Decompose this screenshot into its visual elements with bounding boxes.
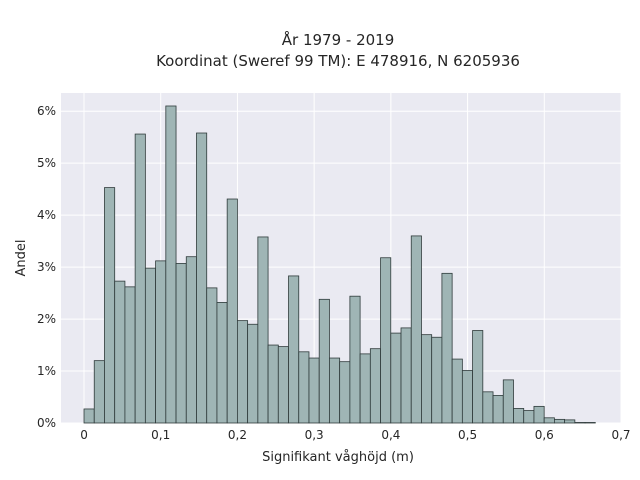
histogram-bar [104,187,116,424]
histogram-bar [543,417,555,424]
histogram-bar [206,287,218,424]
histogram-bar [564,419,576,424]
chart-title: År 1979 - 2019 [282,30,395,49]
histogram-bar [339,361,351,424]
y-tick-label: 0% [37,416,56,430]
y-tick-label: 4% [37,208,56,222]
histogram-bar [369,348,381,424]
histogram-bar [247,323,259,424]
histogram-bar [553,418,566,424]
histogram-bar [441,272,453,424]
x-axis-ticks: 0 0,1 0,2 0,3 0,4 0,5 0,6 0,7 [80,428,630,442]
histogram-bar [165,105,177,424]
histogram-bar [523,410,535,424]
histogram-bar [359,353,371,424]
histogram-bar [185,256,197,424]
histogram-bar [574,422,586,424]
histogram-bar [461,370,473,424]
histogram-bar [410,235,422,424]
x-tick-label: 0,4 [381,428,400,442]
histogram-bar [472,330,484,424]
histogram-bar [482,391,494,424]
histogram-bar [144,267,156,424]
histogram-bar [318,298,330,424]
histogram-bar [533,405,545,424]
histogram-bar [584,422,596,424]
histogram-bar [390,332,402,424]
histogram-bar [134,133,146,424]
histogram-bar [216,302,228,424]
histogram-bar [236,320,249,424]
histogram-bar [114,280,126,424]
histogram-bar [513,408,525,424]
y-tick-label: 2% [37,312,56,326]
x-tick-label: 0,6 [535,428,554,442]
histogram-bar [175,263,187,424]
histogram-bar [267,344,279,424]
histogram-bar [257,236,269,424]
histogram-bar [298,351,310,424]
x-tick-label: 0,3 [305,428,324,442]
histogram-bar [308,357,320,424]
histogram-bar [451,358,463,424]
y-tick-label: 1% [37,364,56,378]
x-axis-label: Signifikant våghöjd (m) [262,450,414,465]
x-tick-label: 0,2 [228,428,247,442]
histogram-bar [226,198,238,424]
y-tick-label: 6% [37,104,56,118]
histogram-bar [492,395,504,424]
x-tick-label: 0 [80,428,88,442]
histogram-bar [155,260,167,424]
histogram-bar [288,275,300,424]
histogram-bar [196,132,208,424]
y-axis-ticks: 0% 1% 2% 3% 4% 5% 6% [37,104,56,430]
y-tick-label: 5% [37,156,56,170]
histogram-bar [349,295,361,424]
y-tick-label: 3% [37,260,56,274]
histogram-bars [83,105,596,424]
histogram-bar [329,357,341,424]
histogram-bar [277,346,289,424]
x-tick-label: 0,1 [151,428,170,442]
histogram-bar [380,257,392,424]
histogram-bar [124,286,136,424]
y-axis-label: Andel [14,240,29,277]
histogram-bar [502,379,514,424]
x-tick-label: 0,5 [458,428,477,442]
histogram-bar [400,327,412,424]
histogram-bar [83,408,95,424]
chart-subtitle: Koordinat (Sweref 99 TM): E 478916, N 62… [156,52,520,70]
histogram-bar [431,336,443,424]
x-tick-label: 0,7 [611,428,630,442]
histogram-bar [93,360,105,424]
histogram-bar [421,334,433,424]
